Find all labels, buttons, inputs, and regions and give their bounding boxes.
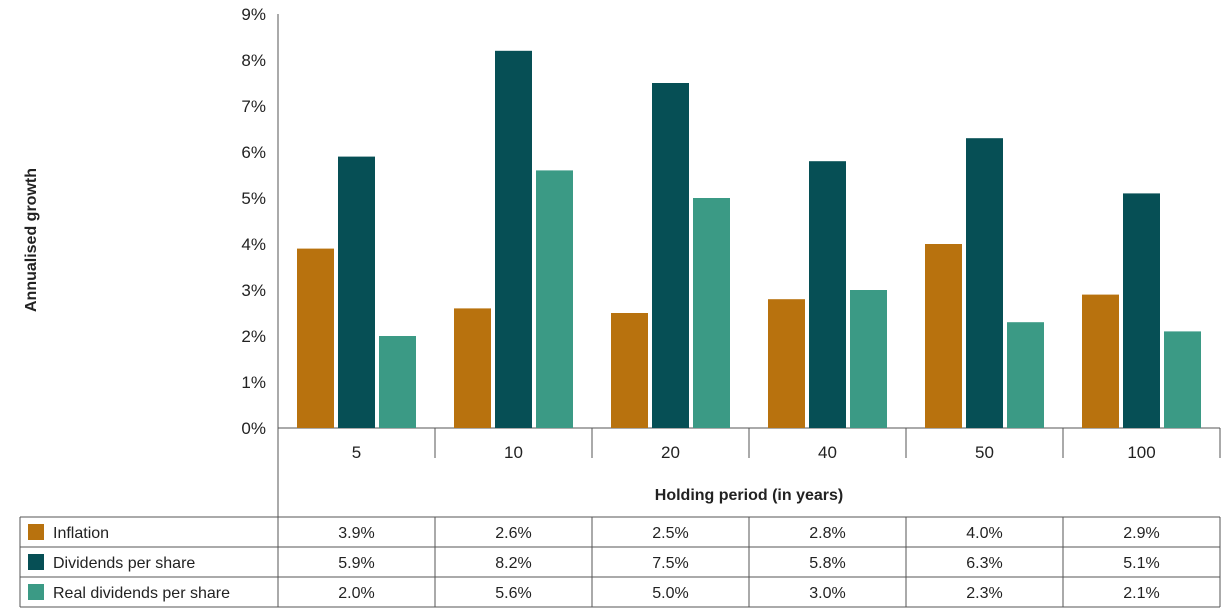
- y-tick-label: 7%: [241, 97, 266, 116]
- y-tick-label: 8%: [241, 51, 266, 70]
- table-cell: 2.6%: [495, 525, 531, 542]
- table-cell: 2.8%: [809, 525, 845, 542]
- bar: [1082, 294, 1119, 428]
- bar: [925, 244, 962, 428]
- legend-swatch: [28, 524, 44, 540]
- x-tick-label: 5: [352, 443, 361, 462]
- bar: [338, 156, 375, 428]
- x-axis-title: Holding period (in years): [655, 487, 843, 504]
- legend-swatch: [28, 554, 44, 570]
- legend-label: Inflation: [53, 525, 109, 542]
- legend-label: Real dividends per share: [53, 585, 230, 602]
- bar: [966, 138, 1003, 428]
- table-cell: 3.9%: [338, 525, 374, 542]
- y-tick-label: 1%: [241, 373, 266, 392]
- data-table: Inflation 3.9% 2.6% 2.5% 2.8% 4.0% 2.9% Dividen…: [19, 516, 1221, 608]
- y-tick-label: 4%: [241, 235, 266, 254]
- bar: [768, 299, 805, 428]
- bar: [652, 83, 689, 428]
- table-cell: 5.9%: [338, 555, 374, 572]
- bar: [495, 50, 532, 429]
- y-axis-title: Annualised growth: [23, 168, 40, 312]
- bar: [297, 248, 334, 428]
- table-cell: 2.1%: [1123, 585, 1159, 602]
- table-cell: 5.8%: [809, 555, 845, 572]
- y-tick-label: 9%: [241, 5, 266, 24]
- table-cell: 5.6%: [495, 585, 531, 602]
- bar: [536, 170, 573, 428]
- table-cell: 8.2%: [495, 555, 531, 572]
- x-tick-label: 20: [661, 443, 680, 462]
- x-tick-label: 100: [1127, 443, 1155, 462]
- legend-swatch: [28, 584, 44, 600]
- table-cell: 4.0%: [966, 525, 1002, 542]
- bar: [809, 161, 846, 428]
- bar: [693, 198, 730, 428]
- bar: [1164, 331, 1201, 428]
- table-cell: 2.5%: [652, 525, 688, 542]
- bar: [1123, 193, 1160, 428]
- x-tick-label: 40: [818, 443, 837, 462]
- y-tick-label: 2%: [241, 327, 266, 346]
- y-tick-label: 5%: [241, 189, 266, 208]
- x-tick-label: 10: [504, 443, 523, 462]
- table-cell: 5.0%: [652, 585, 688, 602]
- table-cell: 3.0%: [809, 585, 845, 602]
- table-cell: 7.5%: [652, 555, 688, 572]
- y-tick-label: 0%: [241, 419, 266, 438]
- bar: [454, 308, 491, 428]
- y-tick-label: 3%: [241, 281, 266, 300]
- bars: [297, 50, 1201, 429]
- y-tick-label: 6%: [241, 143, 266, 162]
- bar: [379, 336, 416, 428]
- legend-label: Dividends per share: [53, 555, 195, 572]
- axes: 0% 1% 2% 3% 4% 5% 6% 7% 8% 9% 5 10 20 40 50 100: [241, 5, 1221, 517]
- table-cell: 2.9%: [1123, 525, 1159, 542]
- table-cell: 2.0%: [338, 585, 374, 602]
- bar: [850, 290, 887, 428]
- bar: [611, 313, 648, 428]
- table-cell: 5.1%: [1123, 555, 1159, 572]
- table-cell: 2.3%: [966, 585, 1002, 602]
- table-cell: 6.3%: [966, 555, 1002, 572]
- bar: [1007, 322, 1044, 428]
- x-tick-label: 50: [975, 443, 994, 462]
